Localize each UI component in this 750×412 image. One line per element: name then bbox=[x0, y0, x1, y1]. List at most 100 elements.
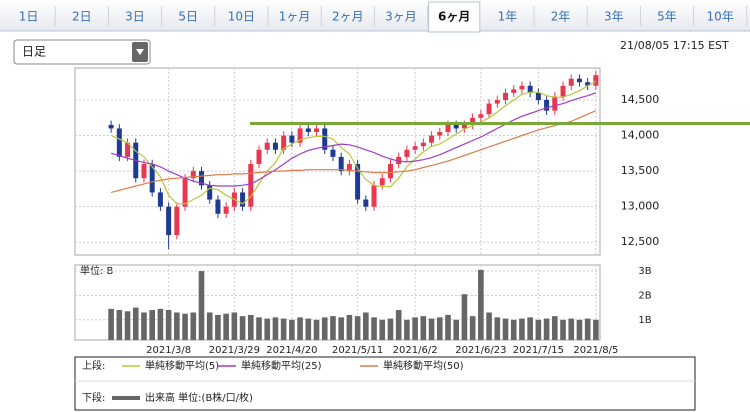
candle-body bbox=[568, 78, 574, 86]
volume-bar bbox=[584, 318, 591, 340]
candle-body bbox=[387, 163, 393, 179]
legend-box bbox=[74, 356, 696, 411]
candle-body bbox=[190, 171, 196, 179]
candle-body bbox=[355, 163, 361, 200]
ma-line bbox=[110, 80, 597, 205]
volume-bar bbox=[543, 318, 550, 340]
volume-bar bbox=[149, 310, 155, 340]
volume-bar bbox=[354, 316, 361, 340]
volume-bar bbox=[363, 312, 369, 340]
candle-body bbox=[141, 163, 147, 179]
candle-body bbox=[453, 124, 459, 129]
tab[interactable]: 2年 bbox=[551, 10, 571, 24]
candle-body bbox=[305, 128, 311, 132]
tab[interactable]: 2ヶ月 bbox=[332, 10, 364, 24]
candle-body bbox=[116, 128, 122, 157]
volume-bar bbox=[280, 318, 287, 340]
legend-upper-label: 上段: bbox=[82, 359, 105, 372]
volume-bar bbox=[132, 307, 139, 340]
candle-body bbox=[576, 78, 582, 83]
candle-body bbox=[486, 103, 492, 115]
volume-bar bbox=[502, 318, 509, 340]
volume-bar bbox=[272, 317, 279, 340]
tab[interactable]: 1年 bbox=[498, 10, 518, 24]
volume-bar bbox=[247, 314, 254, 340]
legend-label: 単純移動平均(5) bbox=[145, 359, 219, 372]
candle-body bbox=[272, 142, 278, 150]
tab[interactable]: 6ヶ月 bbox=[438, 10, 470, 24]
candle-body bbox=[281, 135, 287, 150]
volume-bar bbox=[404, 319, 410, 340]
volume-bar bbox=[469, 316, 476, 340]
volume-bar bbox=[165, 310, 172, 340]
volume-bar bbox=[330, 316, 336, 340]
volume-tick-label: 2B bbox=[638, 290, 651, 301]
volume-bar bbox=[510, 319, 517, 340]
tab[interactable]: 5年 bbox=[657, 10, 677, 24]
candle-body bbox=[371, 185, 377, 207]
candle-body bbox=[527, 85, 533, 93]
volume-bar bbox=[239, 316, 246, 340]
candle-body bbox=[396, 156, 402, 164]
volume-bar bbox=[593, 319, 599, 340]
volume-bar bbox=[560, 319, 566, 340]
volume-bar bbox=[568, 318, 575, 340]
volume-bar bbox=[576, 319, 583, 340]
x-tick-label: 2021/5/11 bbox=[332, 345, 383, 356]
volume-bar bbox=[486, 312, 492, 340]
tab[interactable]: 2日 bbox=[72, 10, 92, 24]
candle-body bbox=[503, 92, 509, 100]
candle-body bbox=[322, 128, 328, 150]
candle-body bbox=[125, 142, 131, 157]
candle-body bbox=[593, 75, 599, 86]
price-plot bbox=[74, 67, 601, 256]
x-tick-label: 2021/3/8 bbox=[146, 345, 191, 356]
tab[interactable]: 1日 bbox=[19, 10, 39, 24]
tab[interactable]: 3ヶ月 bbox=[385, 10, 417, 24]
volume-bar bbox=[297, 317, 303, 340]
candle-body bbox=[256, 149, 262, 164]
volume-bar bbox=[215, 314, 221, 340]
volume-bar bbox=[395, 310, 402, 340]
tab[interactable]: 10日 bbox=[228, 10, 255, 24]
x-tick-label: 2021/4/20 bbox=[266, 345, 317, 356]
x-tick-label: 2021/6/2 bbox=[393, 345, 438, 356]
volume-bar bbox=[478, 269, 484, 340]
period-select-label: 日足 bbox=[22, 45, 46, 59]
x-tick-label: 2021/8/5 bbox=[573, 345, 618, 356]
volume-bar bbox=[313, 319, 320, 340]
x-tick-label: 2021/3/29 bbox=[209, 345, 260, 356]
volume-bar bbox=[174, 312, 180, 340]
candle-body bbox=[149, 163, 155, 193]
tab[interactable]: 10年 bbox=[707, 10, 734, 24]
candle-body bbox=[437, 131, 443, 136]
candle-body bbox=[494, 99, 500, 104]
tab[interactable]: 1ヶ月 bbox=[279, 10, 311, 24]
tab-active-bg[interactable] bbox=[428, 1, 481, 33]
volume-bar bbox=[346, 314, 353, 340]
candle-body bbox=[552, 96, 558, 111]
candle-body bbox=[404, 149, 410, 157]
candle-body bbox=[182, 178, 188, 207]
volume-unit: 単位: B bbox=[80, 264, 114, 277]
candle-body bbox=[420, 142, 426, 147]
tab[interactable]: 3日 bbox=[125, 10, 145, 24]
candle-body bbox=[215, 199, 221, 214]
candle-body bbox=[346, 163, 352, 172]
candle-body bbox=[429, 135, 435, 143]
volume-bar bbox=[206, 312, 213, 340]
volume-bar bbox=[445, 314, 451, 340]
volume-bar bbox=[289, 319, 295, 340]
candle-body bbox=[379, 178, 385, 186]
candle-body bbox=[412, 146, 418, 150]
period-select[interactable] bbox=[13, 39, 151, 65]
candle-body bbox=[330, 149, 336, 157]
legend-label: 単純移動平均(25) bbox=[241, 359, 322, 372]
tab[interactable]: 5日 bbox=[178, 10, 198, 24]
tab[interactable]: 3年 bbox=[604, 10, 624, 24]
candle-body bbox=[289, 135, 295, 143]
candle-body bbox=[519, 85, 525, 90]
volume-bar bbox=[412, 317, 418, 340]
volume-bar bbox=[264, 318, 271, 340]
